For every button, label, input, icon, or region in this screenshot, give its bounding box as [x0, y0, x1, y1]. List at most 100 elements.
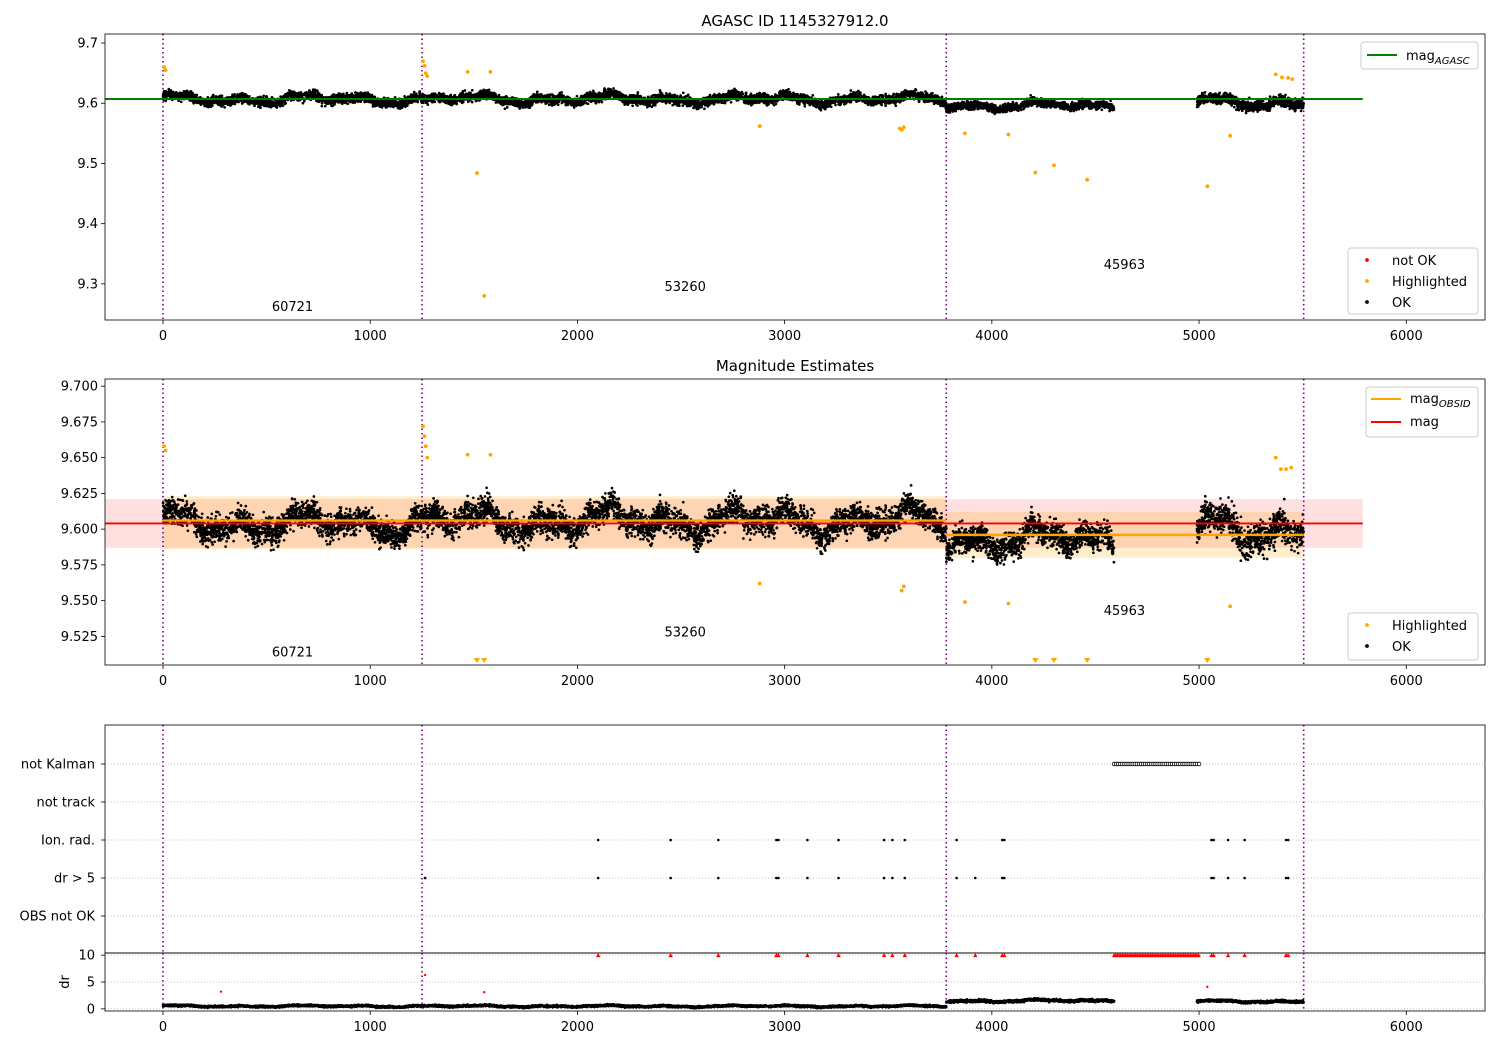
ok-point [275, 106, 279, 109]
ok-point [654, 94, 658, 97]
ok-point [326, 101, 330, 104]
ok-point [186, 92, 190, 96]
ok-point [308, 89, 311, 92]
ok-point [259, 106, 262, 110]
ok-point [275, 101, 278, 105]
ok-point [201, 100, 204, 104]
ok-point [329, 101, 332, 105]
ok-point [334, 100, 337, 104]
ok-point [241, 95, 244, 98]
ok-point [749, 92, 753, 96]
ok-point [265, 95, 269, 99]
ok-point [346, 95, 349, 99]
ok-point [406, 101, 410, 104]
ok-point [392, 105, 395, 109]
ok-point [418, 92, 422, 96]
ok-point [607, 88, 610, 92]
ok-point [387, 100, 390, 104]
ok-point [320, 101, 324, 105]
ok-point [603, 87, 606, 90]
ok-point [226, 103, 230, 107]
ok-point [651, 104, 655, 107]
ok-point [416, 95, 420, 98]
ok-point [381, 101, 384, 105]
ok-point [199, 95, 202, 99]
ok-point [311, 88, 315, 92]
ok-point [575, 94, 579, 98]
ok-point [375, 104, 378, 108]
ok-point [206, 105, 210, 109]
ok-point [279, 95, 282, 98]
ok-point [518, 107, 522, 110]
ok-point [246, 100, 249, 104]
ok-point [224, 102, 227, 105]
ok-point [364, 100, 368, 103]
ok-point [190, 93, 194, 96]
ok-point [302, 99, 306, 103]
ok-point [292, 90, 296, 94]
ok-point [162, 94, 166, 98]
ok-point [403, 102, 407, 106]
ok-point [354, 95, 358, 98]
ok-point [304, 94, 308, 97]
ok-point [749, 103, 753, 107]
ok-point [410, 101, 414, 105]
ok-point [236, 94, 240, 97]
ok-point [383, 104, 387, 107]
ok-point [211, 101, 215, 105]
ok-point [350, 95, 353, 99]
ok-point [849, 89, 853, 92]
ok-point [940, 95, 944, 99]
ok-point [230, 101, 234, 105]
ok-point [291, 95, 295, 99]
ok-point [426, 103, 430, 106]
ok-point [416, 100, 420, 104]
ok-point [460, 99, 464, 103]
ok-point [273, 102, 276, 106]
ok-point [301, 101, 305, 105]
ok-point [244, 94, 248, 98]
ok-point [169, 89, 173, 92]
ok-point [414, 92, 417, 96]
ok-point [397, 106, 400, 109]
ok-point [248, 100, 252, 103]
ok-point [310, 94, 314, 98]
ok-point [315, 89, 319, 93]
ok-point [253, 103, 256, 106]
ok-point [315, 93, 319, 97]
ok-point [283, 100, 286, 103]
ok-point [184, 92, 188, 96]
ok-point [171, 90, 175, 94]
ok-point [373, 95, 377, 99]
ok-point [218, 102, 222, 105]
ok-point [251, 99, 255, 103]
ok-point [309, 91, 313, 95]
ok-point [306, 91, 310, 94]
ok-point [286, 92, 289, 95]
ok-point [366, 91, 370, 94]
ok-point [353, 91, 357, 94]
ok-point [264, 101, 268, 105]
ok-point [303, 91, 307, 95]
ok-point [758, 92, 762, 95]
ok-point [681, 104, 685, 107]
ok-point [359, 100, 363, 104]
ok-point [206, 102, 210, 106]
ok-point [339, 93, 343, 96]
ok-point [316, 91, 320, 95]
ok-point [895, 92, 898, 96]
ok-point [279, 103, 283, 106]
ok-point [294, 93, 298, 97]
ok-point [834, 103, 837, 107]
ok-point [335, 93, 338, 97]
ok-point [342, 94, 346, 98]
ok-point [331, 104, 334, 108]
ok-point [223, 106, 226, 109]
ok-point [350, 92, 354, 95]
ok-point [618, 91, 622, 95]
ok-point [224, 99, 228, 103]
ok-point [204, 103, 207, 107]
ok-point [378, 99, 381, 103]
ok-point [297, 91, 300, 95]
